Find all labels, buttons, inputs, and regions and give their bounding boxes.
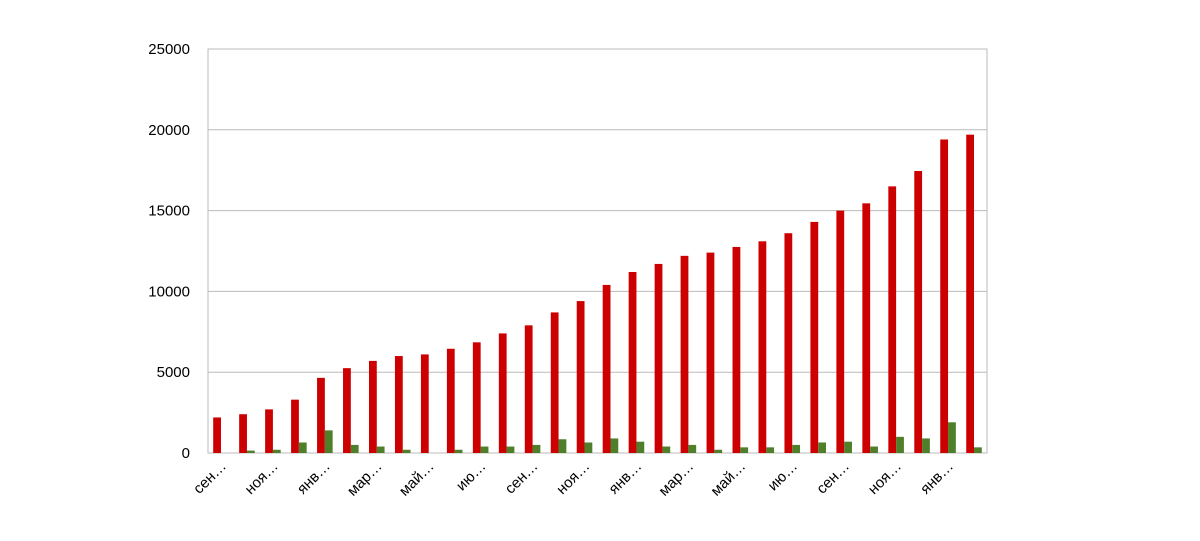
bar — [714, 449, 723, 453]
bar — [706, 252, 715, 453]
bar — [506, 446, 515, 453]
bar — [368, 360, 377, 453]
bar — [376, 446, 385, 453]
x-tick-label: мар… — [344, 458, 386, 500]
bar — [888, 186, 897, 454]
x-tick-label: мар… — [655, 458, 697, 500]
bar — [584, 442, 593, 453]
bar — [836, 210, 845, 453]
bar — [272, 449, 281, 453]
x-tick-label: май… — [396, 458, 438, 500]
bar — [350, 444, 359, 453]
bar — [966, 134, 975, 453]
x-tick-label: ноя… — [242, 458, 282, 498]
y-tick-label: 0 — [182, 445, 190, 462]
x-tick-label: янв… — [605, 458, 645, 498]
x-tick-label: сен… — [502, 458, 542, 498]
bar — [265, 409, 273, 453]
bar — [246, 450, 255, 453]
x-tick-label: ноя… — [865, 458, 905, 498]
bar — [420, 354, 429, 453]
bar — [558, 439, 567, 453]
bar — [317, 377, 325, 453]
bar — [870, 446, 878, 453]
bar — [239, 414, 247, 453]
bar — [498, 333, 507, 453]
bar — [896, 436, 904, 453]
bar — [914, 171, 923, 453]
y-tick-label: 5000 — [157, 364, 190, 381]
bar — [688, 444, 697, 453]
bar — [446, 348, 455, 453]
bar — [532, 444, 541, 453]
bar — [454, 449, 463, 453]
x-tick-label: ию… — [765, 458, 802, 495]
bar — [298, 442, 307, 453]
bar — [818, 442, 827, 453]
bar — [766, 447, 775, 453]
bar — [940, 139, 949, 453]
bar — [784, 233, 793, 453]
bar — [576, 301, 585, 453]
bar — [732, 246, 741, 453]
bar — [628, 272, 637, 453]
bar — [810, 221, 819, 453]
bar — [472, 342, 481, 453]
bar — [291, 399, 299, 453]
x-tick-label: янв… — [294, 458, 334, 498]
bar — [654, 263, 663, 453]
x-tick-label: янв… — [917, 458, 957, 498]
bar — [680, 255, 689, 453]
y-tick-label: 20000 — [148, 122, 190, 139]
bar — [480, 446, 489, 453]
bar — [550, 312, 559, 453]
bar — [948, 422, 956, 453]
bar — [402, 449, 411, 453]
x-tick-label: ноя… — [553, 458, 593, 498]
bar — [610, 438, 619, 453]
bar — [862, 203, 871, 453]
bar — [740, 447, 749, 453]
bar — [324, 430, 333, 453]
bar — [636, 441, 645, 453]
x-tick-label: сен… — [813, 458, 853, 498]
x-tick-label: май… — [707, 458, 749, 500]
x-tick-label: ию… — [453, 458, 490, 495]
bar — [343, 368, 351, 453]
bar — [524, 325, 533, 453]
bar — [844, 441, 852, 453]
bar — [922, 438, 930, 453]
x-tick-label: сен… — [190, 458, 230, 498]
bar — [602, 284, 611, 453]
bar — [662, 446, 671, 453]
bar — [213, 417, 221, 453]
y-tick-label: 10000 — [148, 283, 190, 300]
y-tick-label: 15000 — [148, 203, 190, 220]
y-tick-label: 25000 — [148, 41, 190, 58]
bar — [792, 444, 801, 453]
bar — [394, 356, 403, 453]
bar — [974, 447, 982, 453]
bar — [758, 241, 767, 453]
